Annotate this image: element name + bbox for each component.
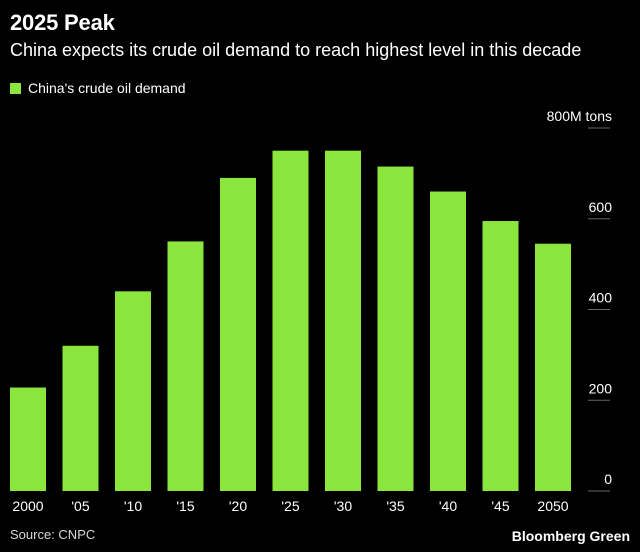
x-tick-label: '20 xyxy=(229,498,247,514)
x-tick-label: '30 xyxy=(334,498,352,514)
y-tick-label: 600 xyxy=(589,199,613,215)
x-tick-label: '05 xyxy=(71,498,89,514)
legend-swatch xyxy=(10,82,21,94)
x-tick-label: '10 xyxy=(124,498,142,514)
y-axis: 0 200 400 600 800M tons xyxy=(547,108,613,492)
y-tick-label: 200 xyxy=(589,380,613,396)
x-tick-label: '40 xyxy=(439,498,457,514)
bar-6 xyxy=(325,150,361,491)
bar-4 xyxy=(220,177,256,491)
legend: China's crude oil demand xyxy=(10,79,186,97)
bar-2 xyxy=(115,291,151,491)
bar-8 xyxy=(430,191,466,491)
x-tick-label: '25 xyxy=(281,498,299,514)
bar-5 xyxy=(272,150,309,491)
chart-subtitle: China expects its crude oil demand to re… xyxy=(10,40,582,60)
y-tick-label: 0 xyxy=(604,471,612,487)
source-note: Source: CNPC xyxy=(10,527,96,542)
bar-10 xyxy=(535,243,571,491)
bar-9 xyxy=(482,221,519,492)
brand-logo-text: Bloomberg Green xyxy=(511,528,630,544)
x-tick-label: 2000 xyxy=(12,498,43,514)
bar-3 xyxy=(167,241,204,491)
legend-label: China's crude oil demand xyxy=(28,80,186,96)
x-tick-label: '15 xyxy=(176,498,194,514)
chart-title: 2025 Peak xyxy=(10,10,115,35)
x-tick-label: '35 xyxy=(386,498,404,514)
bar-7 xyxy=(377,166,414,491)
x-tick-label: 2050 xyxy=(537,498,568,514)
bar-0 xyxy=(10,387,46,491)
bar-1 xyxy=(62,345,99,491)
bars-group xyxy=(10,150,571,492)
x-axis: 2000 '05 '10 '15 '20 '25 '30 '35 '40 '45 2050 xyxy=(12,498,568,514)
y-tick-label: 800M tons xyxy=(547,108,612,124)
y-tick-label: 400 xyxy=(589,290,613,306)
x-tick-label: '45 xyxy=(491,498,509,514)
